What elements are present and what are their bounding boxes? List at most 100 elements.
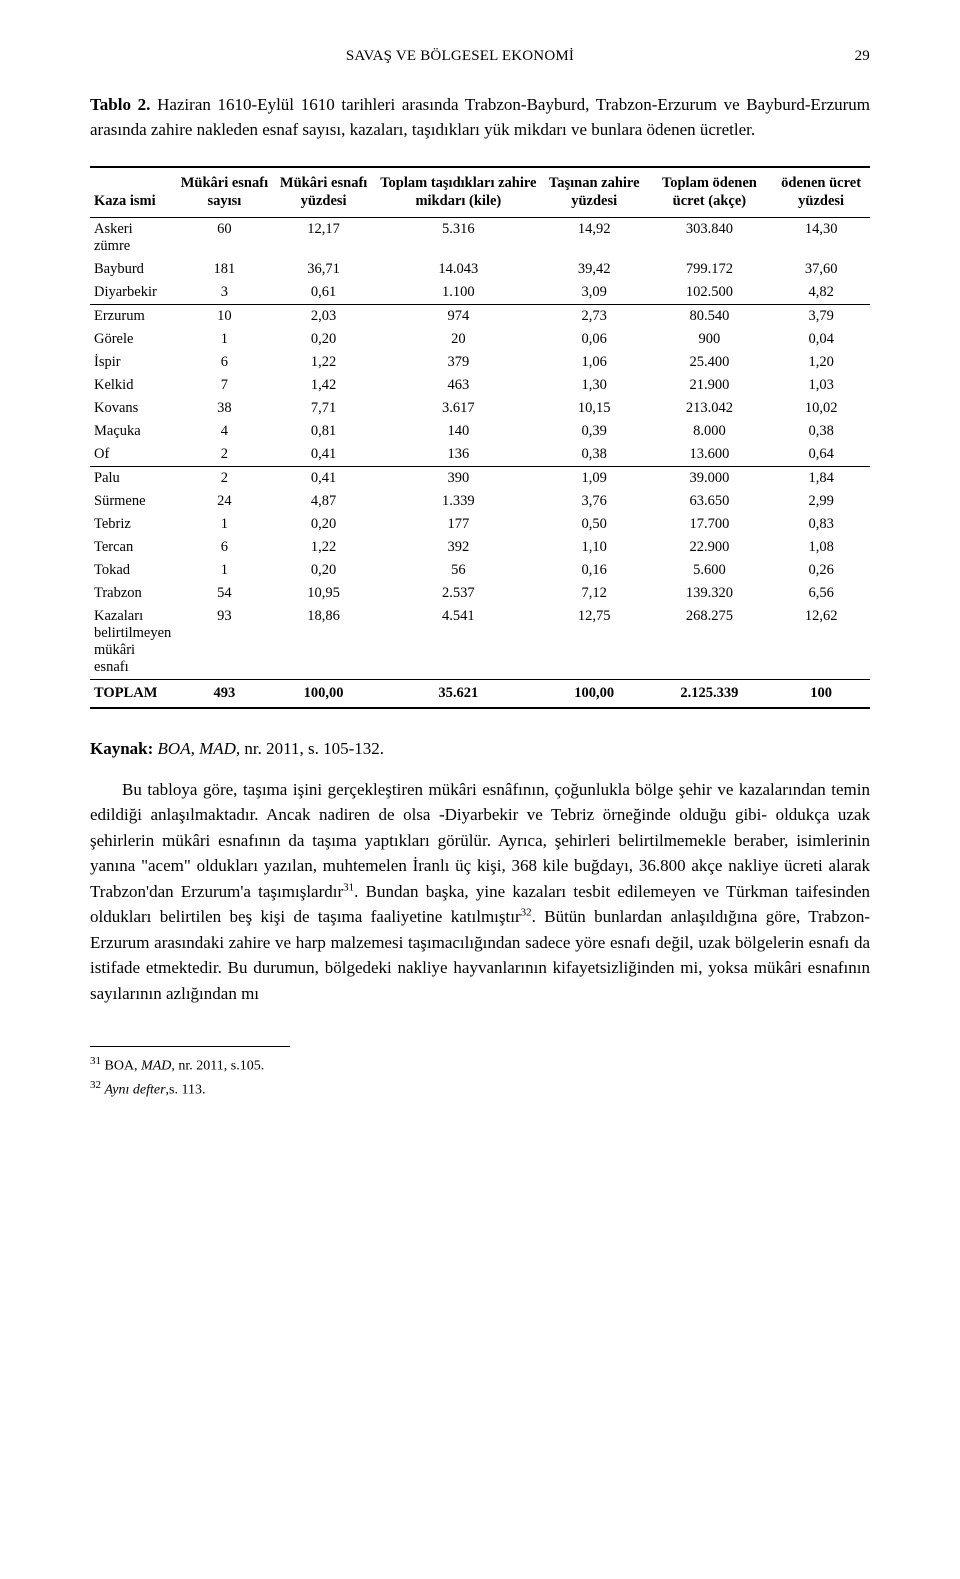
table-row: Palu20,413901,0939.0001,84: [90, 466, 870, 490]
table-cell: 8.000: [647, 420, 773, 443]
table-row: Erzurum102,039742,7380.5403,79: [90, 304, 870, 328]
table-cell: 1,30: [542, 374, 647, 397]
table-cell: 24: [176, 490, 272, 513]
table-cell: 974: [375, 304, 542, 328]
table-cell: 10,15: [542, 397, 647, 420]
table-cell: 392: [375, 536, 542, 559]
table-cell: 102.500: [647, 281, 773, 305]
column-header: Mükâri esnafı sayısı: [176, 167, 272, 217]
table-cell: 10: [176, 304, 272, 328]
table-row: İspir61,223791,0625.4001,20: [90, 351, 870, 374]
table-cell: 390: [375, 466, 542, 490]
table-cell: 181: [176, 258, 272, 281]
table-cell: Erzurum: [90, 304, 176, 328]
table-cell: Kazaları belirtilmeyen mükâri esnafı: [90, 605, 176, 680]
table-cell: 177: [375, 513, 542, 536]
table-row: Maçuka40,811400,398.0000,38: [90, 420, 870, 443]
table-cell: 18,86: [272, 605, 374, 680]
column-header: Toplam taşıdıkları zahire mikdarı (kile): [375, 167, 542, 217]
table-cell: 1: [176, 513, 272, 536]
table-cell: 0,39: [542, 420, 647, 443]
table-cell: Maçuka: [90, 420, 176, 443]
table-cell: 463: [375, 374, 542, 397]
table-cell: 140: [375, 420, 542, 443]
table-cell: 0,61: [272, 281, 374, 305]
column-header: Kaza ismi: [90, 167, 176, 217]
table-cell: 20: [375, 328, 542, 351]
table-cell: 0,64: [772, 443, 870, 467]
table-cell: 0,38: [542, 443, 647, 467]
table-cell: 6,56: [772, 582, 870, 605]
table-cell: 0,50: [542, 513, 647, 536]
table-cell: 799.172: [647, 258, 773, 281]
body-paragraph: Bu tabloya göre, taşıma işini gerçekleşt…: [90, 777, 870, 1007]
column-header: Taşınan zahire yüzdesi: [542, 167, 647, 217]
table-cell: 4,87: [272, 490, 374, 513]
table-cell: Tebriz: [90, 513, 176, 536]
table-cell: 0,41: [272, 443, 374, 467]
table-cell: Tercan: [90, 536, 176, 559]
table-cell: 5.316: [375, 217, 542, 258]
table-cell: 7,71: [272, 397, 374, 420]
table-cell: 1,08: [772, 536, 870, 559]
column-header: ödenen ücret yüzdesi: [772, 167, 870, 217]
table-cell: Tokad: [90, 559, 176, 582]
table-cell: 1.339: [375, 490, 542, 513]
footnote-ref-31: 31: [343, 881, 354, 893]
table-cell: 0,20: [272, 513, 374, 536]
running-title: SAVAŞ VE BÖLGESEL EKONOMİ: [90, 48, 830, 65]
table-cell: 4,82: [772, 281, 870, 305]
table-row: Görele10,20200,069000,04: [90, 328, 870, 351]
table-cell: 1,20: [772, 351, 870, 374]
table-cell: 0,41: [272, 466, 374, 490]
table-cell: 1,84: [772, 466, 870, 490]
table-cell: 1,42: [272, 374, 374, 397]
table-cell: 22.900: [647, 536, 773, 559]
table-cell: 38: [176, 397, 272, 420]
total-cell: 100,00: [272, 679, 374, 708]
table-cell: 3,76: [542, 490, 647, 513]
source-label: Kaynak:: [90, 739, 153, 758]
table-row: Of20,411360,3813.6000,64: [90, 443, 870, 467]
table-cell: 13.600: [647, 443, 773, 467]
table-row: Kovans387,713.61710,15213.04210,02: [90, 397, 870, 420]
table-cell: 0,20: [272, 559, 374, 582]
table-cell: 1: [176, 328, 272, 351]
table-cell: Askeri zümre: [90, 217, 176, 258]
table-cell: 56: [375, 559, 542, 582]
table-cell: 7,12: [542, 582, 647, 605]
table-cell: Görele: [90, 328, 176, 351]
table-row: Diyarbekir30,611.1003,09102.5004,82: [90, 281, 870, 305]
table-cell: 379: [375, 351, 542, 374]
table-cell: Diyarbekir: [90, 281, 176, 305]
table-cell: Trabzon: [90, 582, 176, 605]
table-cell: 3,09: [542, 281, 647, 305]
table-cell: 2: [176, 466, 272, 490]
table-cell: 0,83: [772, 513, 870, 536]
table-cell: 6: [176, 351, 272, 374]
table-cell: 14.043: [375, 258, 542, 281]
table-cell: 2.537: [375, 582, 542, 605]
total-cell: 100: [772, 679, 870, 708]
table-cell: 4: [176, 420, 272, 443]
caption-label: Tablo 2.: [90, 95, 150, 114]
table-cell: 1,09: [542, 466, 647, 490]
table-caption: Tablo 2. Haziran 1610-Eylül 1610 tarihle…: [90, 93, 870, 142]
table-cell: 303.840: [647, 217, 773, 258]
table-cell: 0,06: [542, 328, 647, 351]
table-cell: 12,17: [272, 217, 374, 258]
table-cell: 2,73: [542, 304, 647, 328]
table-cell: 268.275: [647, 605, 773, 680]
table-cell: 7: [176, 374, 272, 397]
caption-text: Haziran 1610-Eylül 1610 tarihleri arasın…: [90, 95, 870, 139]
footnote-31-b: MAD: [141, 1059, 171, 1074]
table-cell: 0,38: [772, 420, 870, 443]
table-cell: 0,16: [542, 559, 647, 582]
table-cell: 39.000: [647, 466, 773, 490]
table-cell: 54: [176, 582, 272, 605]
footnote-number-32: 32: [90, 1079, 101, 1091]
table-cell: 213.042: [647, 397, 773, 420]
table-cell: 0,20: [272, 328, 374, 351]
table-cell: Palu: [90, 466, 176, 490]
table-row: Tokad10,20560,165.6000,26: [90, 559, 870, 582]
